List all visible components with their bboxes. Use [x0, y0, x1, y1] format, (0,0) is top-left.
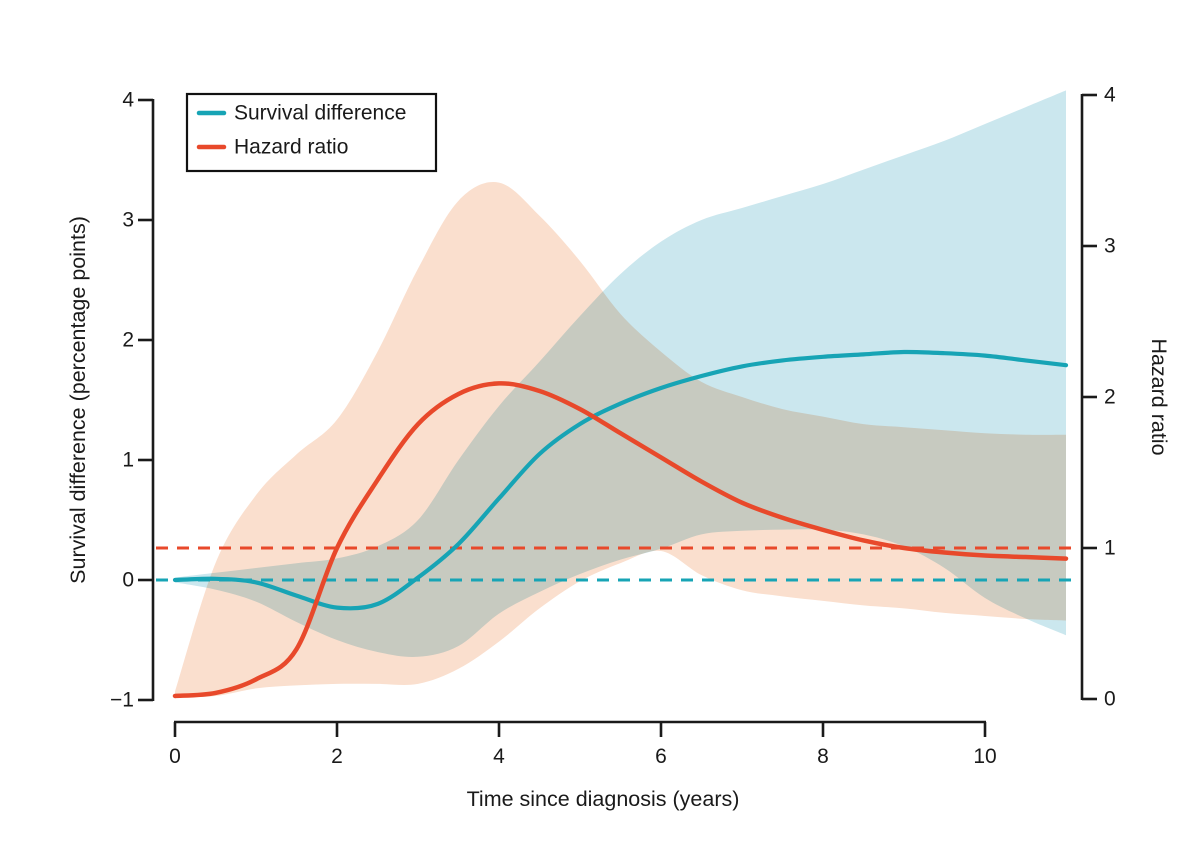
y-left-tick-label: 0 — [122, 569, 134, 592]
legend-box — [185, 92, 438, 173]
legend: Survival difference Hazard ratio — [185, 92, 438, 173]
x-tick-label: 8 — [817, 745, 829, 768]
y-left-tick-label: 2 — [122, 329, 134, 352]
x-tick-label: 0 — [169, 745, 181, 768]
y-right-tick-label: 4 — [1104, 84, 1116, 107]
survival-confidence-band — [175, 90, 1066, 657]
y-left-tick-label: 3 — [122, 209, 134, 232]
y-right-tick-label: 1 — [1104, 537, 1116, 560]
x-tick-label: 4 — [493, 745, 505, 768]
y-left-tick-label: 1 — [122, 449, 134, 472]
y-left-tick-label: 4 — [122, 89, 134, 112]
y-right-tick-label: 2 — [1104, 386, 1116, 409]
x-tick-label: 6 — [655, 745, 667, 768]
data-curves — [172, 349, 1069, 699]
y-right-axis-title: Hazard ratio — [1147, 338, 1171, 455]
legend-label-hazard: Hazard ratio — [234, 136, 348, 159]
hazard-ratio-line — [172, 381, 1069, 699]
y-right-tick-label: 0 — [1104, 688, 1116, 711]
reference-lines — [156, 546, 1078, 582]
x-tick-label: 2 — [331, 745, 343, 768]
y-left-tick-label: −1 — [110, 689, 134, 712]
confidence-bands — [175, 90, 1066, 698]
axes: −1 0 1 2 3 4 0 1 2 3 4 0 2 4 6 8 10 — [110, 84, 1116, 769]
y-right-tick-label: 3 — [1104, 235, 1116, 258]
x-axis-title: Time since diagnosis (years) — [467, 787, 740, 811]
legend-label-survival: Survival difference — [234, 102, 406, 125]
y-left-axis-title: Survival difference (percentage points) — [66, 216, 90, 584]
survival-difference-line — [172, 349, 1069, 611]
x-tick-label: 10 — [973, 745, 996, 768]
